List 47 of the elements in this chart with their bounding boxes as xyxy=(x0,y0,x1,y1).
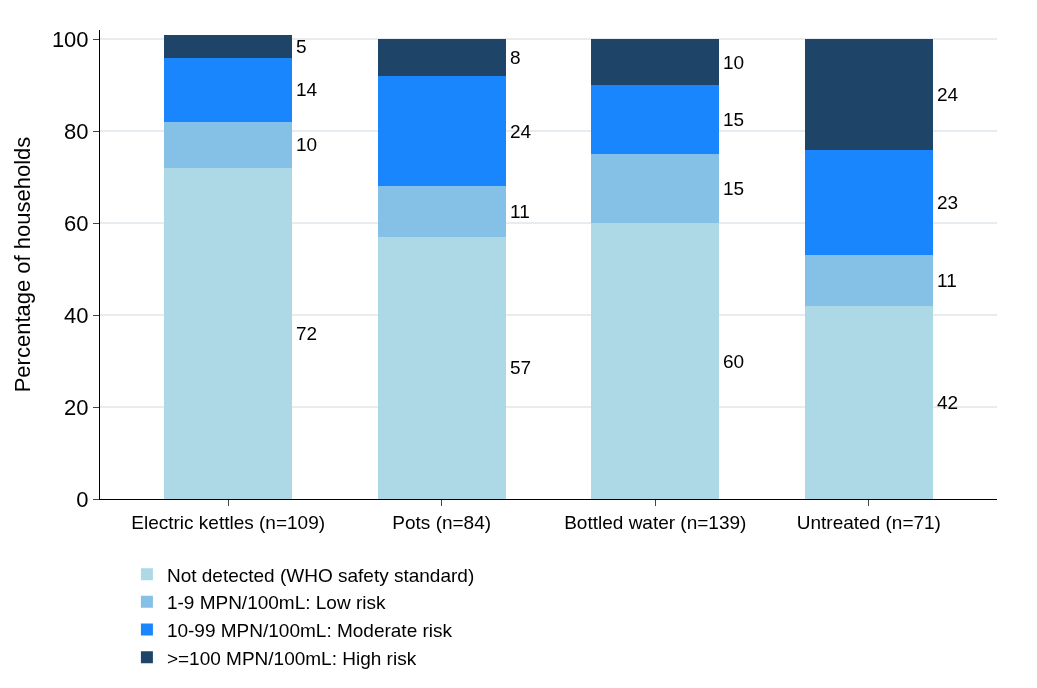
data-label: 5 xyxy=(296,36,307,57)
data-label: 11 xyxy=(937,270,957,291)
data-label: 15 xyxy=(723,178,745,199)
data-label: 10 xyxy=(723,52,745,73)
y-tick-label: 80 xyxy=(64,118,89,144)
bar xyxy=(164,57,293,122)
legend-label: >=100 MPN/100mL: High risk xyxy=(166,647,417,669)
bar xyxy=(164,121,293,168)
x-tick-label: Bottled water (n=139) xyxy=(564,511,747,533)
bar xyxy=(804,305,933,499)
bar xyxy=(804,149,933,256)
bar xyxy=(591,39,720,86)
bar xyxy=(804,39,933,150)
y-tick-label: 20 xyxy=(64,394,89,420)
bar xyxy=(377,186,506,237)
y-tick-label: 100 xyxy=(51,26,89,52)
data-label: 57 xyxy=(510,357,532,378)
y-tick-label: 40 xyxy=(64,302,89,328)
data-label: 42 xyxy=(937,392,959,413)
legend-label: 10-99 MPN/100mL: Moderate risk xyxy=(166,619,453,641)
bar xyxy=(591,223,720,499)
bar xyxy=(804,255,933,306)
data-label: 72 xyxy=(296,323,318,344)
data-label: 24 xyxy=(937,84,959,105)
data-label: 14 xyxy=(296,79,318,100)
bar xyxy=(591,154,720,224)
x-tick-label: Electric kettles (n=109) xyxy=(131,511,326,533)
bar xyxy=(164,167,293,499)
y-axis-title: Percentage of households xyxy=(9,136,35,393)
bar xyxy=(591,85,720,155)
bar xyxy=(377,236,506,499)
legend-label: Not detected (WHO safety standard) xyxy=(166,564,475,586)
data-label: 15 xyxy=(723,109,745,130)
y-tick-label: 60 xyxy=(64,210,89,236)
x-tick-label: Untreated (n=71) xyxy=(796,511,941,533)
bar xyxy=(377,75,506,187)
data-label: 10 xyxy=(296,134,318,155)
data-label: 24 xyxy=(510,121,532,142)
data-label: 11 xyxy=(510,201,530,222)
x-tick-label: Pots (n=84) xyxy=(392,511,492,533)
data-label: 8 xyxy=(510,47,521,68)
bar xyxy=(377,39,506,76)
legend-label: 1-9 MPN/100mL: Low risk xyxy=(166,592,386,614)
data-label: 23 xyxy=(937,192,959,213)
y-tick-label: 0 xyxy=(76,486,89,512)
bar xyxy=(164,34,293,58)
data-label: 60 xyxy=(723,351,745,372)
